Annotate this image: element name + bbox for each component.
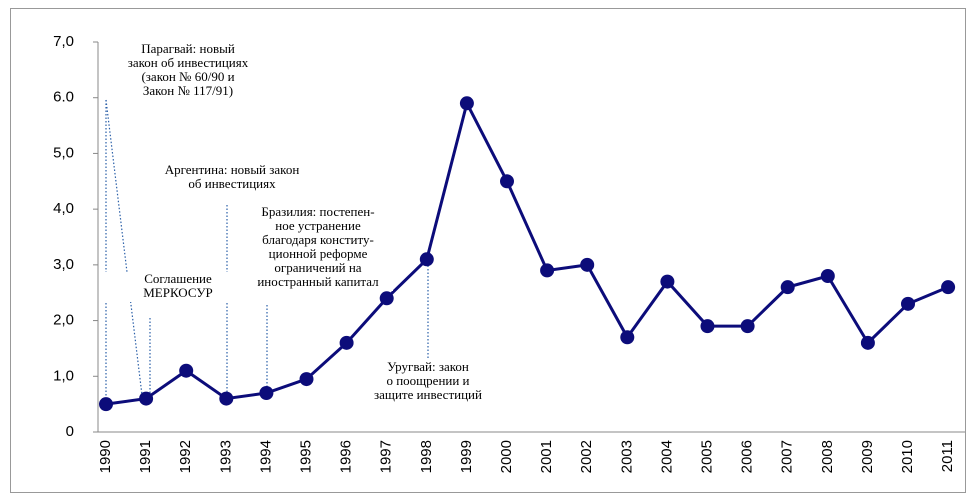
- x-tick-label: 1994: [257, 440, 274, 473]
- annotation: об инвестициях: [188, 176, 276, 191]
- x-tick-label: 2010: [899, 440, 916, 473]
- y-tick-label: 3,0: [53, 256, 74, 273]
- data-point: [941, 280, 956, 295]
- data-point: [379, 291, 394, 306]
- y-tick-label: 6.0: [53, 89, 74, 106]
- data-point: [179, 363, 194, 378]
- data-point: [540, 263, 555, 278]
- data-point: [219, 391, 234, 406]
- x-tick-label: 2009: [859, 440, 876, 473]
- data-point: [780, 280, 795, 295]
- data-point: [500, 174, 514, 189]
- y-tick-label: 4,0: [53, 200, 74, 217]
- y-tick-label: 1,0: [53, 367, 74, 384]
- annotation: Парагвай: новый: [141, 41, 235, 56]
- x-tick-label: 1990: [97, 440, 114, 473]
- annotation: МЕРКОСУР: [143, 285, 213, 300]
- annotation-box: [113, 42, 263, 100]
- x-tick-label: 1997: [378, 440, 395, 473]
- data-point: [139, 391, 154, 406]
- data-point: [459, 96, 474, 111]
- annotation: Закон № 117/91): [143, 83, 233, 98]
- y-tick-label: 2,0: [53, 312, 74, 329]
- annotation: благодаря конститу-: [262, 232, 374, 247]
- annotation: Бразилия: постепен-: [261, 204, 374, 219]
- data-point: [820, 269, 835, 283]
- x-tick-label: 2005: [698, 440, 715, 473]
- x-tick-label: 1995: [297, 440, 314, 473]
- x-tick-label: 2001: [538, 440, 555, 473]
- x-tick-label: 1992: [177, 440, 194, 473]
- y-tick-label: 7,0: [53, 33, 74, 50]
- annotation: закон об инвестициях: [128, 55, 249, 70]
- x-tick-label: 1996: [338, 440, 355, 473]
- annotation: Уругвай: закон: [387, 359, 469, 374]
- x-tick-label: 1999: [458, 440, 475, 473]
- x-tick-label: 2002: [578, 440, 595, 473]
- annotation: ное устранение: [275, 218, 361, 233]
- annotation: о поощрении и: [386, 373, 469, 388]
- x-tick-label: 2000: [498, 440, 515, 473]
- data-point: [99, 397, 113, 412]
- x-tick-label: 2007: [779, 440, 796, 473]
- x-tick-label: 2006: [739, 440, 756, 473]
- annotation: защите инвестиций: [374, 387, 482, 402]
- y-tick-label: 5,0: [53, 144, 74, 161]
- annotation-box: [243, 205, 393, 291]
- annotation: (закон № 60/90 и: [141, 69, 234, 84]
- x-tick-label: 2003: [618, 440, 635, 473]
- data-point: [580, 257, 595, 272]
- data-point: [419, 252, 434, 267]
- data-point: [620, 330, 635, 345]
- x-tick-label: 2004: [658, 440, 675, 473]
- data-point: [299, 372, 314, 387]
- annotation: иностранный капитал: [257, 274, 379, 289]
- x-tick-label: 1998: [418, 440, 435, 473]
- data-point: [740, 319, 755, 334]
- annotation-box: [353, 360, 503, 404]
- data-point: [339, 335, 354, 350]
- x-tick-label: 1993: [217, 440, 234, 473]
- annotation: Аргентина: новый закон: [165, 162, 300, 177]
- x-tick-label: 2011: [939, 440, 956, 472]
- x-tick-label: 2008: [819, 440, 836, 473]
- data-point: [259, 386, 274, 400]
- data-point: [700, 319, 715, 334]
- annotation-box: [103, 272, 253, 302]
- y-tick-label: 0: [66, 423, 74, 440]
- data-point: [901, 296, 915, 311]
- annotation: ограничений на: [274, 260, 361, 275]
- x-tick-label: 1991: [137, 440, 154, 473]
- annotation: ционной реформе: [269, 246, 368, 261]
- data-point: [660, 274, 675, 289]
- leader: [105, 99, 143, 396]
- series-line: [105, 99, 949, 406]
- data-point: [860, 335, 875, 350]
- annotation-box: [157, 163, 307, 193]
- annotation: Соглашение: [144, 271, 212, 286]
